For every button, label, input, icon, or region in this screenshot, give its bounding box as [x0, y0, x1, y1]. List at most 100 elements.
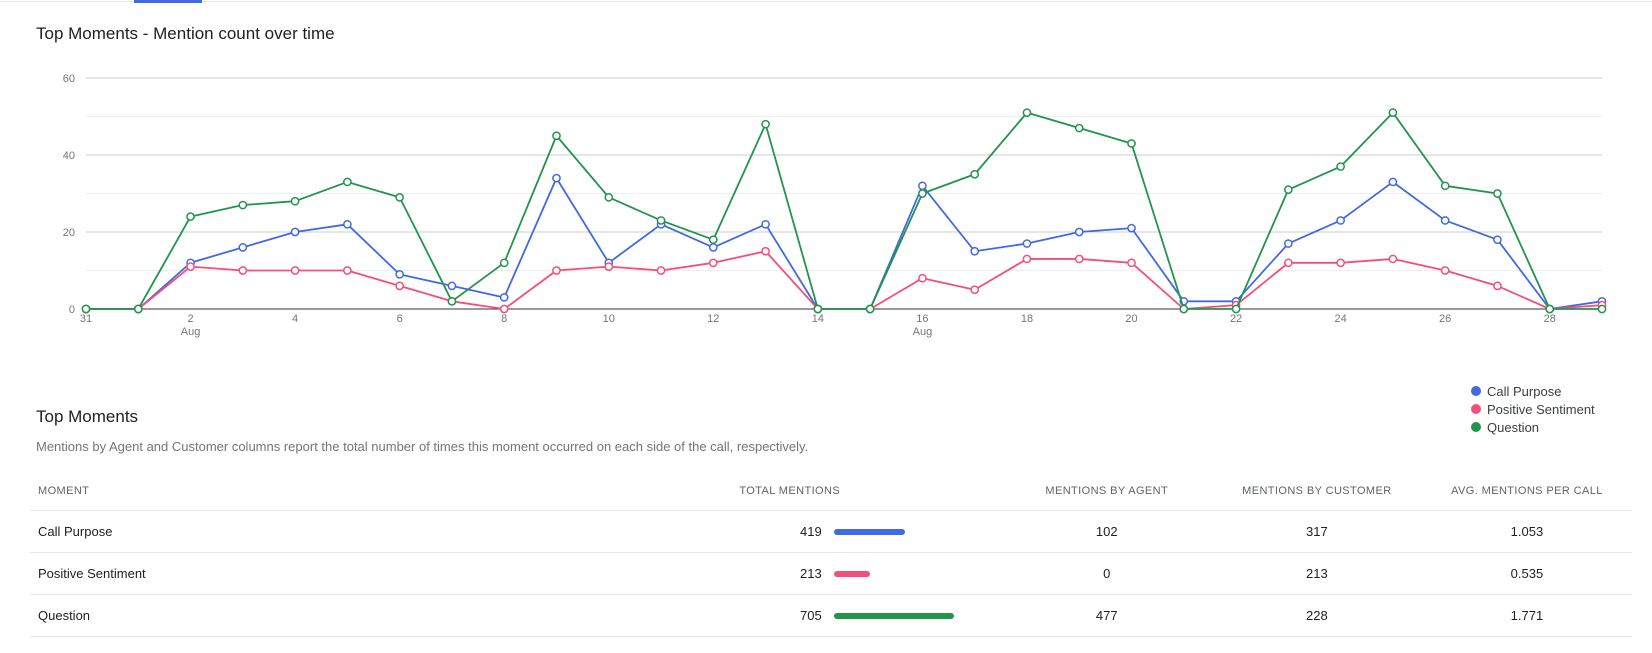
- data-point-question: [238, 200, 248, 210]
- series-line-call-purpose: [86, 177, 1603, 310]
- legend-label: Question: [1487, 419, 1540, 435]
- legend-item-positive-sentiment[interactable]: Positive Sentiment: [1471, 400, 1595, 418]
- x-tick-label: 24: [1334, 313, 1346, 325]
- table-header: MOMENT TOTAL MENTIONS MENTIONS BY AGENT …: [30, 472, 1632, 511]
- series-line-positive-sentiment: [86, 250, 1603, 310]
- legend-swatch-positive-sentiment: [1471, 404, 1481, 414]
- x-tick-label: 26: [1439, 313, 1451, 325]
- data-point-call-purpose: [1336, 216, 1345, 225]
- data-point-call-purpose: [1493, 235, 1502, 245]
- total-mentions-cell: 705: [578, 608, 1002, 623]
- x-tick-label: 28: [1544, 313, 1556, 325]
- x-tick-label: 8: [501, 313, 507, 325]
- header-avg-mentions[interactable]: AVG. MENTIONS PER CALL: [1451, 485, 1603, 497]
- total-mentions-value: 705: [799, 608, 822, 623]
- mentions-by-agent: 0: [1103, 566, 1111, 581]
- mentions-by-customer: 317: [1306, 524, 1328, 539]
- data-point-positive-sentiment: [1388, 254, 1398, 264]
- data-point-positive-sentiment: [186, 262, 195, 271]
- series-line-question: [86, 111, 1602, 310]
- active-tab-indicator: [134, 0, 202, 3]
- data-point-question: [343, 177, 352, 187]
- data-point-question: [1127, 139, 1136, 148]
- moment-name: Question: [38, 608, 91, 623]
- data-point-question: [1231, 304, 1241, 314]
- data-point-positive-sentiment: [604, 262, 614, 271]
- table-row[interactable]: Positive Sentiment 213 0 213 0.535: [30, 553, 1632, 595]
- header-moment[interactable]: MOMENT: [38, 485, 90, 497]
- section-description: Mentions by Agent and Customer columns r…: [36, 439, 809, 454]
- x-tick-label: 4: [292, 313, 298, 325]
- header-mentions-by-agent[interactable]: MENTIONS BY AGENT: [1045, 485, 1169, 497]
- data-point-question: [1545, 304, 1555, 314]
- legend-label: Call Purpose: [1487, 383, 1562, 399]
- legend-swatch-call-purpose: [1471, 386, 1481, 396]
- top-moments-table: MOMENT TOTAL MENTIONS MENTIONS BY AGENT …: [30, 472, 1632, 637]
- data-point-call-purpose: [499, 293, 509, 302]
- data-point-call-purpose: [970, 246, 980, 256]
- data-point-call-purpose: [343, 219, 352, 229]
- mentions-by-customer: 213: [1306, 566, 1328, 581]
- x-tick-label: 2: [187, 313, 193, 325]
- data-point-call-purpose: [1022, 239, 1032, 248]
- data-point-question: [604, 193, 614, 202]
- data-point-call-purpose: [552, 173, 561, 183]
- mentions-by-customer: 228: [1306, 608, 1328, 623]
- header-mentions-by-customer[interactable]: MENTIONS BY CUSTOMER: [1242, 485, 1392, 497]
- x-tick-label: 10: [603, 313, 615, 325]
- chart-legend: Call Purpose Positive Sentiment Question: [1471, 382, 1595, 436]
- x-tick-label: 16: [916, 313, 928, 325]
- data-point-question: [81, 304, 91, 314]
- data-point-call-purpose: [761, 219, 770, 229]
- avg-mentions-per-call: 1.771: [1510, 608, 1544, 623]
- x-tick-label: 6: [397, 313, 403, 325]
- legend-item-call-purpose[interactable]: Call Purpose: [1471, 382, 1595, 400]
- data-point-question: [1440, 181, 1450, 191]
- data-point-question: [656, 216, 666, 225]
- data-point-positive-sentiment: [290, 266, 300, 275]
- data-point-positive-sentiment: [1022, 254, 1032, 264]
- data-point-question: [918, 189, 927, 198]
- data-point-positive-sentiment: [499, 304, 509, 314]
- data-point-question: [761, 119, 770, 129]
- data-point-question: [447, 296, 457, 306]
- data-point-question: [499, 258, 509, 268]
- mentions-by-agent: 102: [1095, 524, 1118, 539]
- total-mentions-cell: 419: [578, 524, 1002, 539]
- moment-name: Call Purpose: [38, 524, 113, 539]
- data-point-call-purpose: [238, 243, 248, 252]
- moment-name: Positive Sentiment: [38, 566, 146, 581]
- legend-item-question[interactable]: Question: [1471, 418, 1595, 436]
- data-point-call-purpose: [1283, 239, 1293, 248]
- x-tick-label: 18: [1021, 313, 1033, 325]
- avg-mentions-per-call: 0.535: [1510, 566, 1544, 581]
- data-point-question: [813, 304, 823, 314]
- data-point-question: [1493, 189, 1502, 198]
- data-point-question: [133, 304, 143, 314]
- data-point-call-purpose: [1440, 216, 1450, 225]
- total-mentions-value: 213: [799, 566, 822, 581]
- data-point-positive-sentiment: [1127, 258, 1136, 268]
- legend-label: Positive Sentiment: [1487, 401, 1595, 417]
- avg-mentions-per-call: 1.053: [1510, 524, 1544, 539]
- data-point-call-purpose: [447, 281, 457, 291]
- data-point-question: [1597, 304, 1607, 314]
- data-point-question: [552, 131, 561, 141]
- header-total-mentions[interactable]: TOTAL MENTIONS: [739, 485, 841, 497]
- data-point-question: [290, 196, 300, 206]
- table-row[interactable]: Call Purpose 419 102 317 1.053: [30, 511, 1632, 553]
- data-point-positive-sentiment: [1074, 254, 1084, 264]
- data-point-question: [186, 212, 195, 221]
- table-row[interactable]: Question 705 477 228 1.771: [30, 595, 1632, 637]
- data-point-question: [1336, 162, 1345, 171]
- total-mentions-cell: 213: [578, 566, 1002, 581]
- data-point-positive-sentiment: [1440, 266, 1450, 275]
- data-point-call-purpose: [290, 227, 300, 237]
- mentions-by-agent: 477: [1095, 608, 1118, 623]
- x-tick-label: 14: [812, 313, 824, 325]
- y-tick-label: 60: [63, 73, 75, 85]
- top-divider: [0, 1, 1652, 2]
- data-point-positive-sentiment: [395, 281, 405, 291]
- total-mentions-bar: [833, 570, 870, 577]
